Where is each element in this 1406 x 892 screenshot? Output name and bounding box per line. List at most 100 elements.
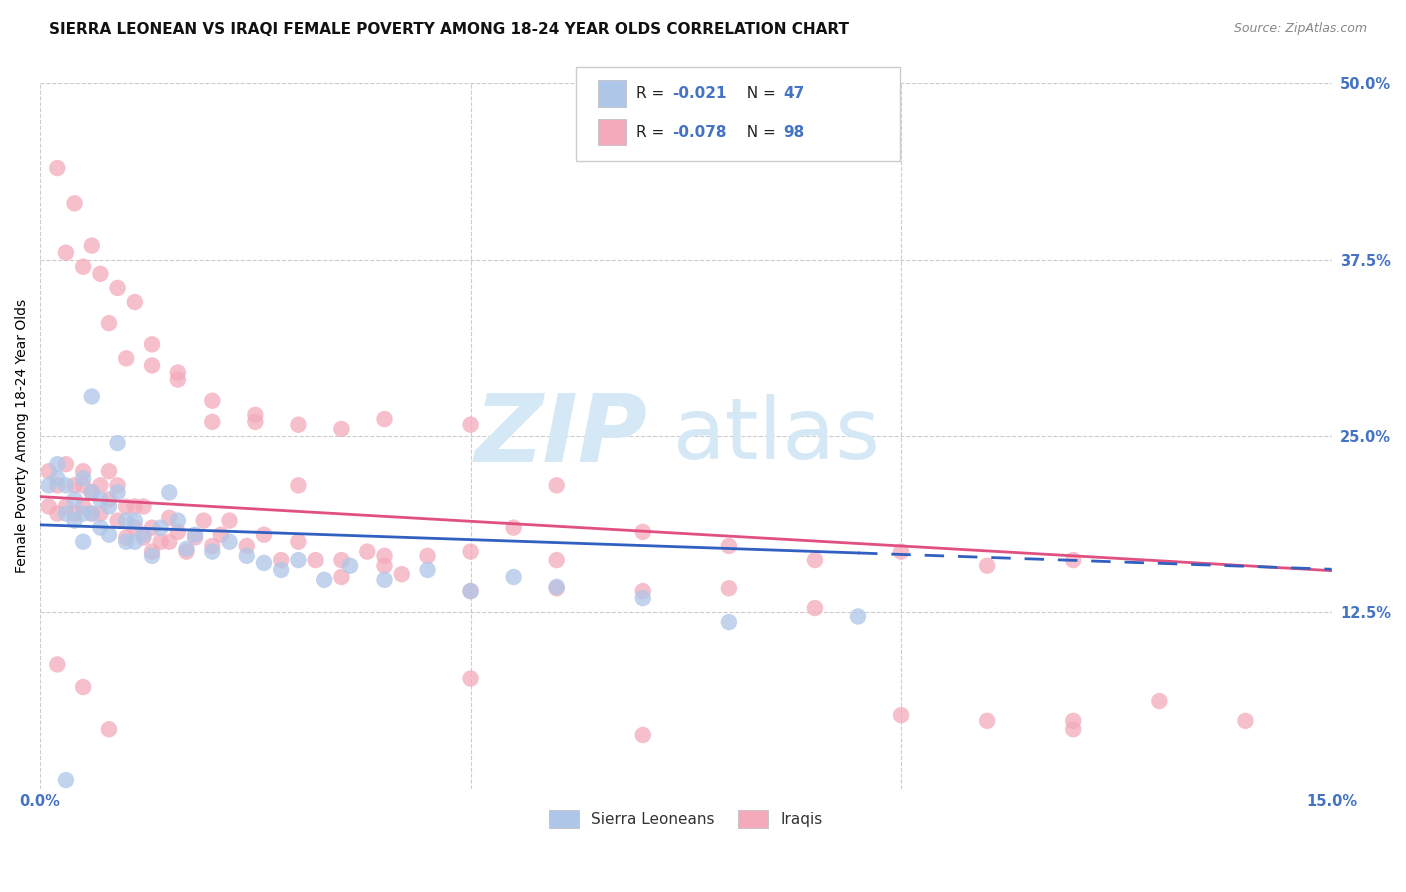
- Point: [176, 541, 198, 556]
- Point: [1062, 714, 1084, 728]
- Point: [546, 580, 568, 594]
- Point: [38, 478, 60, 492]
- Point: [132, 527, 155, 541]
- Point: [132, 531, 155, 545]
- Point: [373, 412, 395, 426]
- Point: [115, 531, 138, 545]
- Point: [80, 507, 103, 521]
- Point: [976, 558, 998, 573]
- Point: [546, 478, 568, 492]
- Point: [804, 553, 827, 567]
- Point: [55, 245, 77, 260]
- Point: [209, 527, 232, 541]
- Point: [132, 500, 155, 514]
- Point: [176, 544, 198, 558]
- Point: [72, 478, 94, 492]
- Point: [107, 436, 129, 450]
- Y-axis label: Female Poverty Among 18-24 Year Olds: Female Poverty Among 18-24 Year Olds: [15, 299, 30, 573]
- Point: [804, 601, 827, 615]
- Point: [55, 773, 77, 788]
- Point: [373, 573, 395, 587]
- Point: [460, 544, 482, 558]
- Text: 98: 98: [783, 125, 804, 139]
- Point: [46, 161, 69, 175]
- Point: [141, 337, 163, 351]
- Point: [115, 351, 138, 366]
- Point: [98, 464, 121, 478]
- Point: [107, 514, 129, 528]
- Point: [253, 556, 276, 570]
- Point: [98, 492, 121, 507]
- Point: [546, 553, 568, 567]
- Point: [890, 708, 912, 723]
- Point: [107, 478, 129, 492]
- Point: [218, 534, 240, 549]
- Point: [287, 478, 309, 492]
- Point: [167, 524, 190, 539]
- Point: [846, 609, 869, 624]
- Point: [201, 539, 224, 553]
- Point: [72, 534, 94, 549]
- Point: [141, 521, 163, 535]
- Point: [55, 507, 77, 521]
- Point: [631, 728, 654, 742]
- Point: [98, 500, 121, 514]
- Text: -0.078: -0.078: [672, 125, 727, 139]
- Legend: Sierra Leoneans, Iraqis: Sierra Leoneans, Iraqis: [543, 804, 830, 834]
- Text: N =: N =: [737, 87, 780, 101]
- Point: [717, 539, 740, 553]
- Point: [460, 584, 482, 599]
- Point: [107, 485, 129, 500]
- Point: [502, 521, 524, 535]
- Point: [1062, 553, 1084, 567]
- Point: [72, 680, 94, 694]
- Point: [80, 485, 103, 500]
- Point: [460, 584, 482, 599]
- Point: [115, 534, 138, 549]
- Point: [141, 544, 163, 558]
- Point: [46, 657, 69, 672]
- Text: SIERRA LEONEAN VS IRAQI FEMALE POVERTY AMONG 18-24 YEAR OLDS CORRELATION CHART: SIERRA LEONEAN VS IRAQI FEMALE POVERTY A…: [49, 22, 849, 37]
- Point: [287, 534, 309, 549]
- Point: [416, 549, 439, 563]
- Point: [193, 514, 215, 528]
- Text: R =: R =: [636, 87, 669, 101]
- Point: [72, 260, 94, 274]
- Point: [373, 558, 395, 573]
- Point: [976, 714, 998, 728]
- Point: [124, 295, 146, 310]
- Point: [314, 573, 336, 587]
- Point: [1234, 714, 1257, 728]
- Point: [304, 553, 326, 567]
- Point: [717, 582, 740, 596]
- Point: [184, 527, 207, 541]
- Point: [373, 549, 395, 563]
- Point: [80, 238, 103, 252]
- Point: [167, 373, 190, 387]
- Point: [72, 471, 94, 485]
- Point: [149, 534, 172, 549]
- Point: [115, 500, 138, 514]
- Point: [107, 281, 129, 295]
- Point: [63, 478, 86, 492]
- Text: 47: 47: [783, 87, 804, 101]
- Point: [89, 492, 111, 507]
- Point: [98, 527, 121, 541]
- Point: [46, 471, 69, 485]
- Point: [89, 507, 111, 521]
- Point: [167, 366, 190, 380]
- Point: [270, 553, 292, 567]
- Point: [330, 422, 353, 436]
- Point: [245, 408, 267, 422]
- Point: [717, 615, 740, 629]
- Point: [356, 544, 378, 558]
- Point: [55, 500, 77, 514]
- Point: [1149, 694, 1171, 708]
- Point: [89, 267, 111, 281]
- Point: [631, 584, 654, 599]
- Point: [339, 558, 361, 573]
- Text: ZIP: ZIP: [474, 390, 647, 482]
- Point: [631, 524, 654, 539]
- Point: [63, 196, 86, 211]
- Point: [63, 492, 86, 507]
